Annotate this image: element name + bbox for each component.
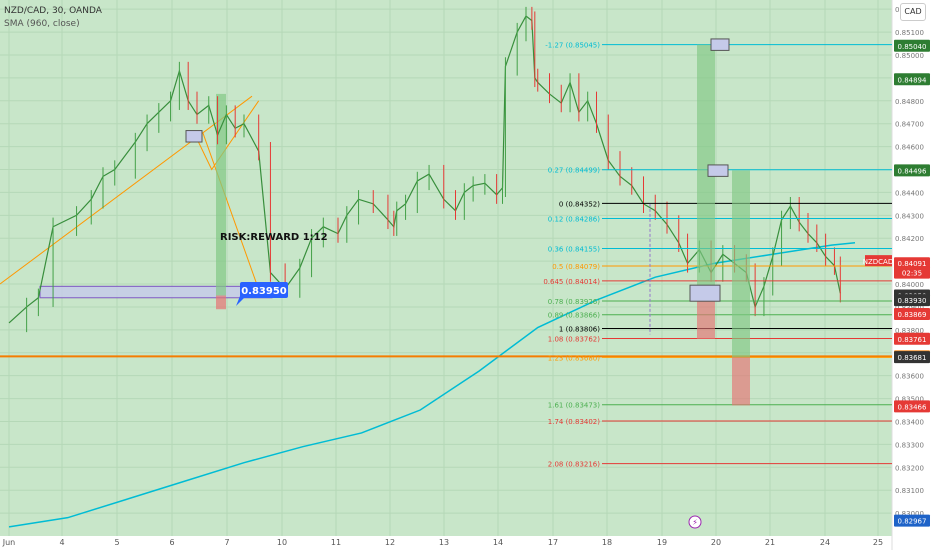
y-tick-label: 0.83100 xyxy=(895,487,924,495)
price-badge-bg xyxy=(894,164,930,177)
callout-pointer xyxy=(236,296,246,306)
risk-zone xyxy=(216,295,226,310)
price-badge: 0.84496 xyxy=(898,167,927,175)
x-tick-label: 6 xyxy=(169,538,174,547)
y-tick-label: 0.84000 xyxy=(895,281,924,289)
x-tick-label: 21 xyxy=(765,538,775,547)
second-risk-zone xyxy=(732,357,750,406)
fib-level-label: 1 (0.83806) xyxy=(559,325,600,333)
price-badge: 0.83761 xyxy=(898,336,927,344)
y-tick-label: 0.84200 xyxy=(895,235,924,243)
y-tick-label: 0.84800 xyxy=(895,98,924,106)
y-tick-label: 0.83200 xyxy=(895,464,924,472)
price-badge-bg xyxy=(894,39,930,52)
fib-level-label: 1.74 (0.83402) xyxy=(548,418,600,426)
symbol-tag: NZDCAD xyxy=(863,258,894,266)
price-badge-bg xyxy=(894,332,930,345)
lightning-icon xyxy=(688,515,702,529)
fib-level-label: 0 (0.84352) xyxy=(559,200,600,208)
fib-level-label: -1.27 (0.85045) xyxy=(545,42,600,50)
y-tick-label: 0.83600 xyxy=(895,373,924,381)
y-tick-label: 0.84600 xyxy=(895,144,924,152)
lightning-icon-glyph: ⚡ xyxy=(692,518,698,527)
price-badge: 0.83681 xyxy=(898,354,927,362)
price-badge: 0.84894 xyxy=(898,76,927,84)
fib-level-label: 1.08 (0.83762) xyxy=(548,336,600,344)
price-badge: 0.85040 xyxy=(898,43,927,51)
fib-level-label: 0.89 (0.83866) xyxy=(548,312,600,320)
price-badge-bg xyxy=(894,514,930,527)
y-tick-label: 0.83000 xyxy=(895,510,924,518)
fib-level-label: 0.36 (0.84155) xyxy=(548,246,600,254)
x-tick-label: 13 xyxy=(439,538,449,547)
price-badge-bg xyxy=(894,308,930,321)
y-tick-label: 0.84700 xyxy=(895,121,924,129)
support-zone-box xyxy=(39,285,273,299)
fib-level-label: 0.78 (0.83926) xyxy=(548,298,600,306)
fib-level-label: 1.61 (0.83473) xyxy=(548,402,600,410)
x-tick-label: 20 xyxy=(711,538,721,547)
y-tick-label: 0.84300 xyxy=(895,212,924,220)
entry-zone-box xyxy=(689,284,721,302)
y-tick-label: 0.83300 xyxy=(895,441,924,449)
x-tick-label: 24 xyxy=(820,538,830,547)
x-tick-label: 4 xyxy=(59,538,64,547)
x-tick-label: 18 xyxy=(602,538,612,547)
price-badge-bg xyxy=(894,400,930,413)
plot-background xyxy=(0,0,892,536)
fib-level-label: 0.27 (0.84499) xyxy=(548,167,600,175)
currency-button[interactable]: CAD xyxy=(900,3,926,21)
trendline xyxy=(0,95,253,285)
risk-reward-annotation: RISK:REWARD 1:12 xyxy=(220,232,328,243)
callout-bg xyxy=(240,282,288,298)
x-tick-label: 12 xyxy=(385,538,395,547)
price-badge: 0.83466 xyxy=(898,403,927,411)
target-box xyxy=(707,164,729,177)
x-tick-label: 7 xyxy=(224,538,229,547)
x-tick-label: 14 xyxy=(493,538,503,547)
price-badge: 0.82967 xyxy=(898,518,927,526)
x-tick-label: 10 xyxy=(277,538,287,547)
fib-level-label: 0.12 (0.84286) xyxy=(548,216,600,224)
price-badge: 0.84091 xyxy=(898,260,927,268)
y-tick-label: 0.83500 xyxy=(895,396,924,404)
price-badge: 02:35 xyxy=(902,270,922,278)
indicator-label: SMA (960, close) xyxy=(4,19,80,29)
y-tick-label: 0.84400 xyxy=(895,189,924,197)
fib-level-label: 0.645 (0.84014) xyxy=(543,278,600,286)
y-tick-label: 0.83400 xyxy=(895,418,924,426)
second-reward-zone xyxy=(732,170,750,358)
price-badge-bg xyxy=(894,257,930,270)
price-badge-bg xyxy=(894,266,930,279)
fib-level-label: 0.5 (0.84079) xyxy=(552,263,600,271)
y-tick-label: 0.83900 xyxy=(895,304,924,312)
x-tick-label: 5 xyxy=(114,538,119,547)
symbol-tag-bg xyxy=(865,255,892,267)
entry-box xyxy=(185,130,203,143)
x-tick-label: 19 xyxy=(657,538,667,547)
y-tick-label: 0.85100 xyxy=(895,29,924,37)
price-badge-bg xyxy=(894,294,930,307)
x-tick-label: 17 xyxy=(548,538,558,547)
reward-zone xyxy=(216,93,226,296)
y-tick-label: 0.85000 xyxy=(895,52,924,60)
x-tick-label: 11 xyxy=(331,538,341,547)
fib-level-label: 1.23 (0.83680) xyxy=(548,354,600,362)
y-tick-label: 0.83800 xyxy=(895,327,924,335)
fib-level-label: 2.08 (0.83216) xyxy=(548,461,600,469)
time-axis-background xyxy=(0,536,892,550)
price-badge-bg xyxy=(894,73,930,86)
x-tick-label: Jun xyxy=(2,538,16,547)
target-box xyxy=(710,38,730,51)
long-reward-zone xyxy=(697,44,715,289)
price-badge: 0.83869 xyxy=(898,311,927,319)
callout-value: 0.83950 xyxy=(241,286,287,297)
x-tick-label: 25 xyxy=(873,538,883,547)
projection-leg xyxy=(202,132,263,298)
price-badge-bg xyxy=(894,351,930,364)
symbol-title: NZD/CAD, 30, OANDA xyxy=(4,6,102,16)
price-badge: 0.83930 xyxy=(898,297,927,305)
